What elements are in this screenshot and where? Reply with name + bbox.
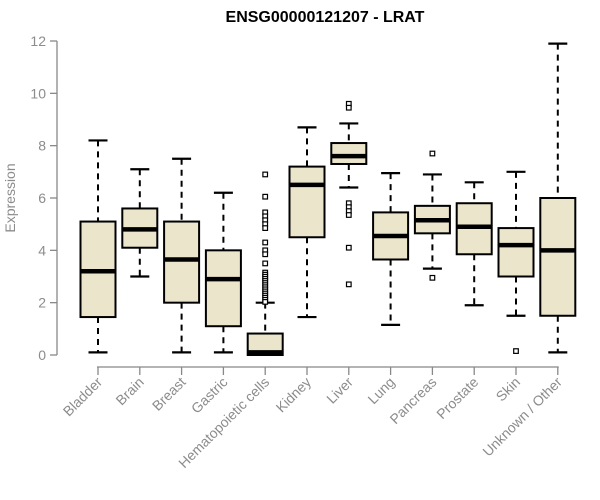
y-tick-label: 2: [38, 295, 46, 311]
boxplot-brain: [121, 168, 159, 278]
x-tick-label-breast: Breast: [149, 374, 189, 414]
outlier-point: [262, 251, 269, 258]
boxplot-prostate: [455, 181, 493, 307]
outlier-point: [262, 260, 269, 267]
y-tick-label: 0: [38, 347, 46, 363]
x-tick-label-bladder: Bladder: [60, 374, 106, 420]
outlier-point: [513, 348, 519, 354]
outlier-point: [262, 239, 269, 246]
outlier-point: [262, 171, 269, 178]
outlier-point: [345, 281, 352, 288]
boxplot-unknown-other: [539, 42, 577, 354]
box-rect: [288, 165, 326, 239]
x-tick-label-skin: Skin: [493, 374, 524, 405]
boxplot-kidney: [288, 126, 326, 319]
outlier-point: [345, 104, 352, 111]
box-rect: [246, 332, 284, 357]
boxplot-hematopoietic-cells: [246, 171, 284, 357]
y-tick-label: 12: [30, 33, 46, 49]
outlier-point: [429, 274, 436, 281]
box-rect: [497, 227, 535, 278]
boxplot-skin: [497, 170, 535, 354]
boxplot-bladder: [79, 139, 117, 354]
outlier-point: [345, 244, 352, 251]
boxplot-lung: [372, 172, 410, 327]
x-tick-label-kidney: Kidney: [273, 374, 315, 416]
y-axis-label: Expression: [2, 163, 18, 232]
boxplot-breast: [163, 157, 201, 354]
x-tick-label-unknown-other: Unknown / Other: [479, 374, 565, 460]
box-rect: [204, 249, 242, 328]
boxplot-pancreas: [413, 150, 451, 281]
y-tick-label: 10: [30, 85, 46, 101]
x-tick-label-prostate: Prostate: [433, 374, 481, 422]
outlier-point: [262, 193, 269, 200]
box-rect: [163, 220, 201, 304]
outlier-point: [429, 150, 436, 157]
x-tick-label-brain: Brain: [112, 374, 146, 408]
box-rect: [330, 142, 368, 165]
y-tick-label: 8: [38, 138, 46, 154]
y-tick-label: 6: [38, 190, 46, 206]
outlier-point: [262, 298, 269, 305]
outlier-point: [262, 225, 269, 231]
boxplot-gastric: [204, 191, 242, 354]
x-tick-label-lung: Lung: [364, 374, 397, 407]
chart-title: ENSG00000121207 - LRAT: [226, 9, 425, 26]
outlier-point: [345, 212, 352, 218]
x-tick-label-liver: Liver: [323, 374, 356, 407]
y-tick-label: 4: [38, 242, 46, 258]
boxplot-liver: [330, 100, 368, 288]
box-rect: [539, 197, 577, 317]
